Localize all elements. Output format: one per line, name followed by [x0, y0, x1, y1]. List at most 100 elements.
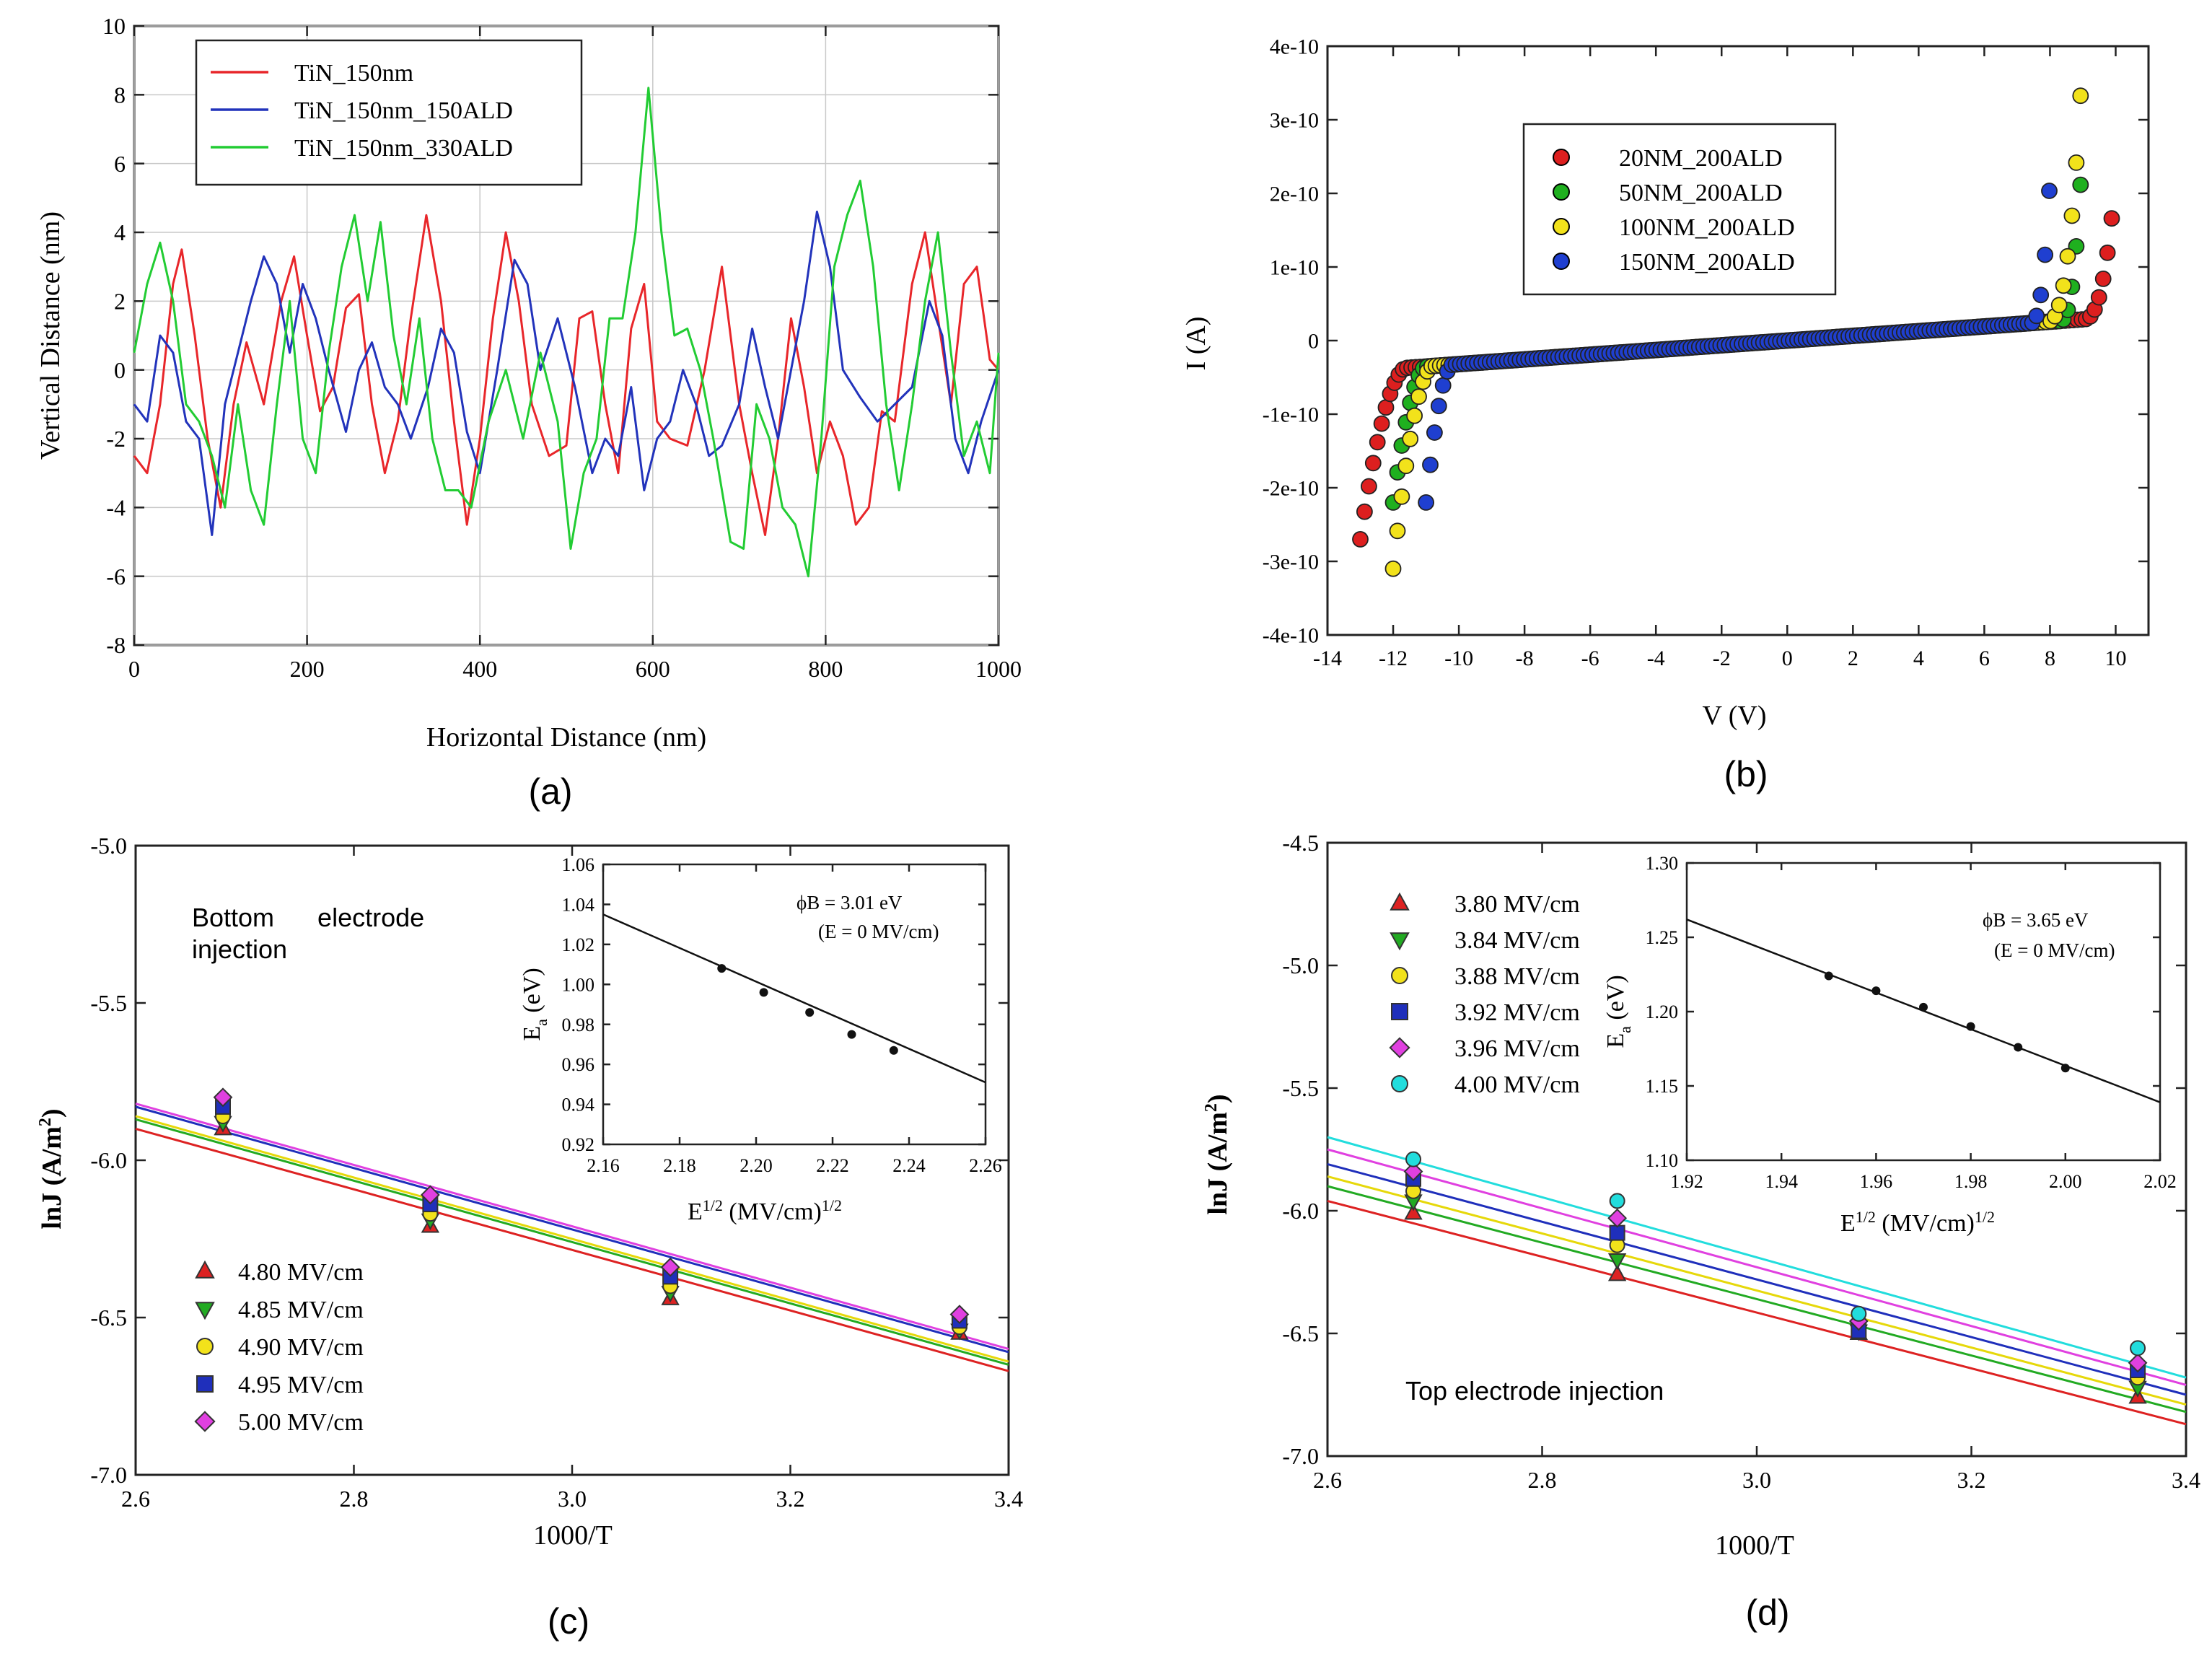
- panel-b-point-1-175: [2099, 244, 2116, 261]
- panel-d-inset-annotation-2: (E = 0 MV/cm): [1994, 939, 2115, 961]
- panel-d-inset-point-5: [2014, 1043, 2023, 1052]
- panel-c-inset-ytick-label-3: 0.98: [562, 1014, 595, 1035]
- panel-d-fit-line-3: [1327, 1175, 2187, 1406]
- panel-a-xtick-label-2: 400: [462, 656, 497, 682]
- panel-a-series-line-3: [133, 87, 1000, 578]
- panel-b-xtick-label-5: -4: [1647, 647, 1665, 670]
- panel-b-x-label: V (V): [1702, 701, 1766, 731]
- panel-d-legend-label-2: 3.84 MV/cm: [1454, 927, 1580, 954]
- panel-c-legend-label-5: 5.00 MV/cm: [238, 1409, 364, 1436]
- panel-d-legend-label-5: 3.96 MV/cm: [1454, 1035, 1580, 1062]
- panel-c-ytick-label-3: -5.5: [90, 990, 127, 1016]
- panel-d-fit-line-1: [1327, 1199, 2187, 1426]
- panel-c-inset-point-1: [717, 964, 727, 973]
- panel-a-ytick-label-4: 0: [114, 357, 126, 383]
- panel-d-ytick-label-0: -7.0: [1282, 1443, 1319, 1469]
- panel-d-legend-marker-6: [1391, 1075, 1408, 1092]
- panel-b-xtick-label-9: 4: [1913, 647, 1924, 670]
- panel-b-point-2-161: [2072, 176, 2089, 193]
- panel-d-xtick-label-1: 2.8: [1528, 1467, 1557, 1493]
- panel-b-point-1-174: [2094, 270, 2112, 287]
- panel-c-fit-line-1: [135, 1127, 1009, 1372]
- panel-b-legend-label-1: 20NM_200ALD: [1619, 145, 1783, 172]
- panel-a-legend: TiN_150nm TiN_150nm_150ALD TiN_150nm_330…: [195, 39, 583, 186]
- panel-b: -14 -12 -10 -8 -6 -4 -2 0 2 4 6 8 10 -4e-10 -3e-10 -2e-…: [1181, 35, 2150, 794]
- panel-a-ytick-label-7: 6: [114, 151, 126, 177]
- panel-c-inset-point-4: [847, 1030, 856, 1039]
- panel-a-xtick-label-4: 800: [808, 656, 843, 682]
- panel-c-xtick-label-1: 2.8: [340, 1486, 369, 1512]
- panel-b-y-label: I (A): [1181, 317, 1211, 371]
- panel-d-annotation: Top electrode injection: [1405, 1376, 1664, 1406]
- panel-d-inset-xtick-label-1: 1.94: [1765, 1171, 1798, 1192]
- panel-d-point-5-1: [1403, 1162, 1423, 1182]
- panel-c-annotation-line-2: injection: [192, 934, 287, 964]
- panel-a-series-line-1: [133, 214, 1000, 536]
- panel-c-inset-annotation-2: (E = 0 MV/cm): [818, 921, 939, 942]
- panel-d-xtick-label-0: 2.6: [1313, 1467, 1342, 1493]
- panel-a-ytick-label-2: -4: [106, 495, 126, 521]
- panel-d-fit-line-2: [1327, 1185, 2187, 1414]
- panel-d-legend-label-4: 3.92 MV/cm: [1454, 999, 1580, 1026]
- panel-d-point-5-2: [1607, 1208, 1628, 1228]
- panel-b-point-1-173: [2090, 289, 2107, 306]
- panel-a-xtick-label-5: 1000: [975, 656, 1022, 682]
- panel-c-legend-marker-3: [196, 1338, 214, 1355]
- panel-c-inset-point-3: [805, 1008, 815, 1017]
- panel-c-ytick-label-0: -7.0: [90, 1462, 127, 1488]
- panel-d-xtick-label-3: 3.2: [1957, 1467, 1986, 1493]
- panel-d-legend-marker-3: [1391, 967, 1408, 984]
- panel-d-legend-label-6: 4.00 MV/cm: [1454, 1071, 1580, 1098]
- panel-c-points: [213, 1087, 970, 1341]
- panel-d-inset-xtick-label-2: 1.96: [1860, 1171, 1893, 1192]
- panel-b-point-3-161: [2072, 87, 2089, 105]
- panel-b-point-3-4: [1402, 430, 1419, 447]
- panel-d-inset-xtick-label-0: 1.92: [1670, 1171, 1703, 1192]
- panel-c-ticks: 2.6 2.8 3.0 3.2 3.4 -7.0 -6.5 -6.0 -5.5 -5.0: [90, 833, 1023, 1512]
- panel-d-inset-ytick-label-1: 1.15: [1646, 1076, 1679, 1097]
- panel-c-legend-marker-5: [194, 1411, 216, 1432]
- panel-c-inset-marks: [602, 913, 986, 1084]
- panel-d-inset-ytick-label-0: 1.10: [1646, 1150, 1679, 1171]
- panel-b-xtick-label-2: -10: [1444, 647, 1473, 670]
- panel-c-inset-annotation-1: ϕB = 3.01 eV: [796, 892, 903, 913]
- panel-b-legend-label-4: 150NM_200ALD: [1619, 249, 1795, 276]
- panel-b-ytick-label-6: 2e-10: [1270, 183, 1319, 206]
- panel-d-point-6-3: [1851, 1305, 1867, 1322]
- panel-d-legend-marker-4: [1391, 1003, 1408, 1020]
- panel-a-ytick-label-0: -8: [106, 632, 126, 658]
- panel-c-inset-xtick-label-5: 2.26: [969, 1155, 1002, 1176]
- panel-b-xtick-label-8: 2: [1848, 647, 1858, 670]
- panel-c-inset-y-label: Ea (eV): [519, 968, 550, 1040]
- panel-d-xtick-label-2: 3.0: [1742, 1467, 1771, 1493]
- panel-d-point-2-2: [1607, 1253, 1627, 1271]
- panel-c-y-label: lnJ (A/m2): [36, 1108, 67, 1229]
- panel-c-point-5-2: [420, 1185, 440, 1205]
- panel-d-inset-ticks: 1.92 1.94 1.96 1.98 2.00 2.02 1.10 1.15 1.20 1.25…: [1646, 853, 2177, 1192]
- panel-d-points: [1403, 1151, 2148, 1404]
- panel-c-inset-frame: [602, 863, 987, 1146]
- panel-d-inset-point-4: [1966, 1022, 1975, 1031]
- panel-d-y-label: lnJ (A/m2): [1202, 1094, 1233, 1214]
- panel-b-xtick-label-11: 8: [2045, 647, 2055, 670]
- panel-d-inset-point-2: [1871, 986, 1881, 996]
- panel-a: 0 200 400 600 800 1000 -8 -6 -4 -2 0 2 4 6 8 10 TiN_150…: [35, 13, 1022, 812]
- panel-a-series: [133, 87, 1000, 578]
- panel-a-ytick-label-3: -2: [106, 426, 126, 452]
- panel-b-ytick-label-4: 0: [1308, 330, 1319, 354]
- panel-a-ytick-label-9: 10: [102, 13, 126, 39]
- panel-c-inset-xtick-label-4: 2.24: [892, 1155, 926, 1176]
- panel-d-inset-xtick-label-4: 2.00: [2049, 1171, 2082, 1192]
- panel-c-inset-fit-line: [602, 913, 986, 1084]
- panel-b-point-1-1: [1356, 503, 1373, 520]
- panel-b-xtick-label-10: 6: [1979, 647, 1990, 670]
- panel-b-ytick-label-5: 1e-10: [1270, 256, 1319, 280]
- panel-d-fit-line-4: [1327, 1162, 2187, 1396]
- panel-d-ytick-label-5: -4.5: [1282, 830, 1319, 856]
- panel-d-ytick-label-4: -5.0: [1282, 952, 1319, 978]
- panel-b-point-3-160: [2068, 154, 2085, 171]
- panel-b-point-3-157: [2055, 277, 2072, 294]
- panel-b-point-4-3: [1430, 398, 1447, 415]
- panel-b-xtick-label-6: -2: [1713, 647, 1731, 670]
- panel-c-fit-line-3: [135, 1115, 1009, 1363]
